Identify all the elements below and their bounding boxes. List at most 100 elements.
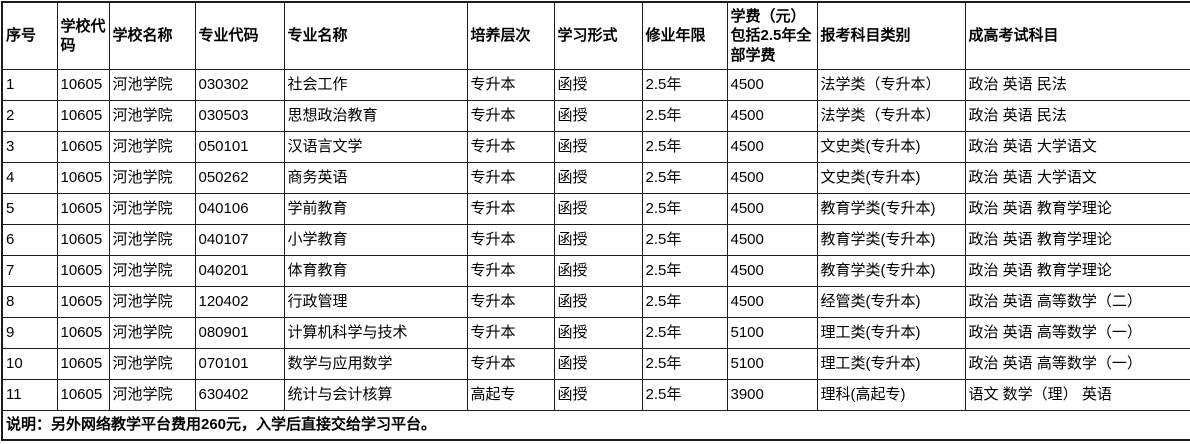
table-cell: 学前教育: [283, 193, 468, 225]
table-cell: 理工类(专升本): [816, 348, 966, 380]
table-row: 6 10605 河池学院 040107 小学教育 专升本 函授 2.5年 4500 教育学类(专升…: [1, 224, 1190, 256]
table-cell: 050101: [194, 131, 285, 163]
table-cell: 4: [1, 162, 58, 194]
table-cell: 河池学院: [108, 286, 196, 318]
table-cell: 河池学院: [108, 131, 196, 163]
table-cell: 政治 英语 大学语文: [964, 131, 1190, 163]
table-cell: 030302: [194, 69, 285, 101]
table-cell: 河池学院: [108, 100, 196, 132]
column-header-school-name: 学校名称: [108, 1, 196, 70]
table-cell: 商务英语: [283, 162, 468, 194]
table-cell: 河池学院: [108, 255, 196, 287]
table-cell: 11: [1, 379, 58, 411]
column-header-major-name: 专业名称: [283, 1, 468, 70]
table-row: 4 10605 河池学院 050262 商务英语 专升本 函授 2.5年 4500 文史类(专升本…: [1, 162, 1190, 194]
column-header-index: 序号: [1, 1, 58, 70]
table-cell: 政治 英语 高等数学（一）: [964, 317, 1190, 349]
table-cell: 120402: [194, 286, 285, 318]
table-cell: 汉语言文学: [283, 131, 468, 163]
table-cell: 2.5年: [641, 69, 728, 101]
table-cell: 4500: [726, 162, 818, 194]
table-cell: 专升本: [466, 255, 555, 287]
table-cell: 函授: [553, 379, 643, 411]
table-cell: 5100: [726, 348, 818, 380]
table-cell: 函授: [553, 255, 643, 287]
table-cell: 语文 数学（理） 英语: [964, 379, 1190, 411]
table-cell: 统计与会计核算: [283, 379, 468, 411]
table-cell: 函授: [553, 224, 643, 256]
table-row: 7 10605 河池学院 040201 体育教育 专升本 函授 2.5年 4500 教育学类(专升…: [1, 255, 1190, 287]
table-cell: 4500: [726, 131, 818, 163]
table-cell: 河池学院: [108, 379, 196, 411]
table-cell: 040106: [194, 193, 285, 225]
table-cell: 文史类(专升本): [816, 131, 966, 163]
table-cell: 专升本: [466, 317, 555, 349]
table-cell: 10605: [56, 348, 110, 380]
table-cell: 5100: [726, 317, 818, 349]
table-cell: 2.5年: [641, 255, 728, 287]
column-header-exam-subjects: 成高考试科目: [964, 1, 1190, 70]
table-cell: 10: [1, 348, 58, 380]
table-cell: 2.5年: [641, 286, 728, 318]
table-cell: 10605: [56, 286, 110, 318]
table-cell: 2.5年: [641, 317, 728, 349]
table-cell: 080901: [194, 317, 285, 349]
table-cell: 经管类(专升本): [816, 286, 966, 318]
table-cell: 政治 英语 民法: [964, 69, 1190, 101]
table-cell: 教育学类(专升本): [816, 224, 966, 256]
table-cell: 河池学院: [108, 224, 196, 256]
table-cell: 4500: [726, 100, 818, 132]
table-cell: 教育学类(专升本): [816, 193, 966, 225]
table-row: 5 10605 河池学院 040106 学前教育 专升本 函授 2.5年 4500 教育学类(专升…: [1, 193, 1190, 225]
table-cell: 2.5年: [641, 100, 728, 132]
table-cell: 2.5年: [641, 348, 728, 380]
table-cell: 小学教育: [283, 224, 468, 256]
table-row: 3 10605 河池学院 050101 汉语言文学 专升本 函授 2.5年 4500 文史类(专升…: [1, 131, 1190, 163]
column-header-major-code: 专业代码: [194, 1, 285, 70]
table-cell: 社会工作: [283, 69, 468, 101]
table-cell: 7: [1, 255, 58, 287]
table-cell: 2.5年: [641, 131, 728, 163]
table-cell: 10605: [56, 255, 110, 287]
table-cell: 5: [1, 193, 58, 225]
table-row: 10 10605 河池学院 070101 数学与应用数学 专升本 函授 2.5年 5100 理工类…: [1, 348, 1190, 380]
table-cell: 政治 英语 教育学理论: [964, 255, 1190, 287]
table-cell: 10605: [56, 69, 110, 101]
table-cell: 河池学院: [108, 317, 196, 349]
table-cell: 2.5年: [641, 193, 728, 225]
table-cell: 070101: [194, 348, 285, 380]
table-cell: 专升本: [466, 286, 555, 318]
table-cell: 专升本: [466, 100, 555, 132]
table-cell: 3900: [726, 379, 818, 411]
table-cell: 专升本: [466, 224, 555, 256]
column-header-study-duration: 修业年限: [641, 1, 728, 70]
table-cell: 理科(高起专): [816, 379, 966, 411]
table-cell: 高起专: [466, 379, 555, 411]
table-cell: 河池学院: [108, 193, 196, 225]
table-cell: 函授: [553, 317, 643, 349]
table-cell: 教育学类(专升本): [816, 255, 966, 287]
table-body: 1 10605 河池学院 030302 社会工作 专升本 函授 2.5年 4500 法学类（专升本…: [1, 69, 1190, 411]
table-cell: 030503: [194, 100, 285, 132]
table-row: 11 10605 河池学院 630402 统计与会计核算 高起专 函授 2.5年 3900 理科(…: [1, 379, 1190, 411]
table-cell: 函授: [553, 162, 643, 194]
table-cell: 政治 英语 高等数学（一）: [964, 348, 1190, 380]
table-row: 9 10605 河池学院 080901 计算机科学与技术 专升本 函授 2.5年 5100 理工类…: [1, 317, 1190, 349]
table-cell: 专升本: [466, 193, 555, 225]
header-row: 序号 学校代码 学校名称 专业代码 专业名称 培养层次 学习形式 修业年限 学费…: [1, 1, 1190, 70]
table-cell: 数学与应用数学: [283, 348, 468, 380]
table-cell: 政治 英语 大学语文: [964, 162, 1190, 194]
table-cell: 6: [1, 224, 58, 256]
table-cell: 10605: [56, 224, 110, 256]
table-row: 8 10605 河池学院 120402 行政管理 专升本 函授 2.5年 4500 经管类(专升本…: [1, 286, 1190, 318]
table-cell: 10605: [56, 379, 110, 411]
table-cell: 10605: [56, 193, 110, 225]
column-header-study-form: 学习形式: [553, 1, 643, 70]
table-cell: 法学类（专升本）: [816, 69, 966, 101]
table-cell: 政治 英语 高等数学（二）: [964, 286, 1190, 318]
table-row: 1 10605 河池学院 030302 社会工作 专升本 函授 2.5年 4500 法学类（专升本…: [1, 69, 1190, 101]
table-cell: 2.5年: [641, 379, 728, 411]
table-cell: 行政管理: [283, 286, 468, 318]
footer-note: 说明：另外网络教学平台费用260元，入学后直接交给学习平台。: [1, 410, 1190, 441]
